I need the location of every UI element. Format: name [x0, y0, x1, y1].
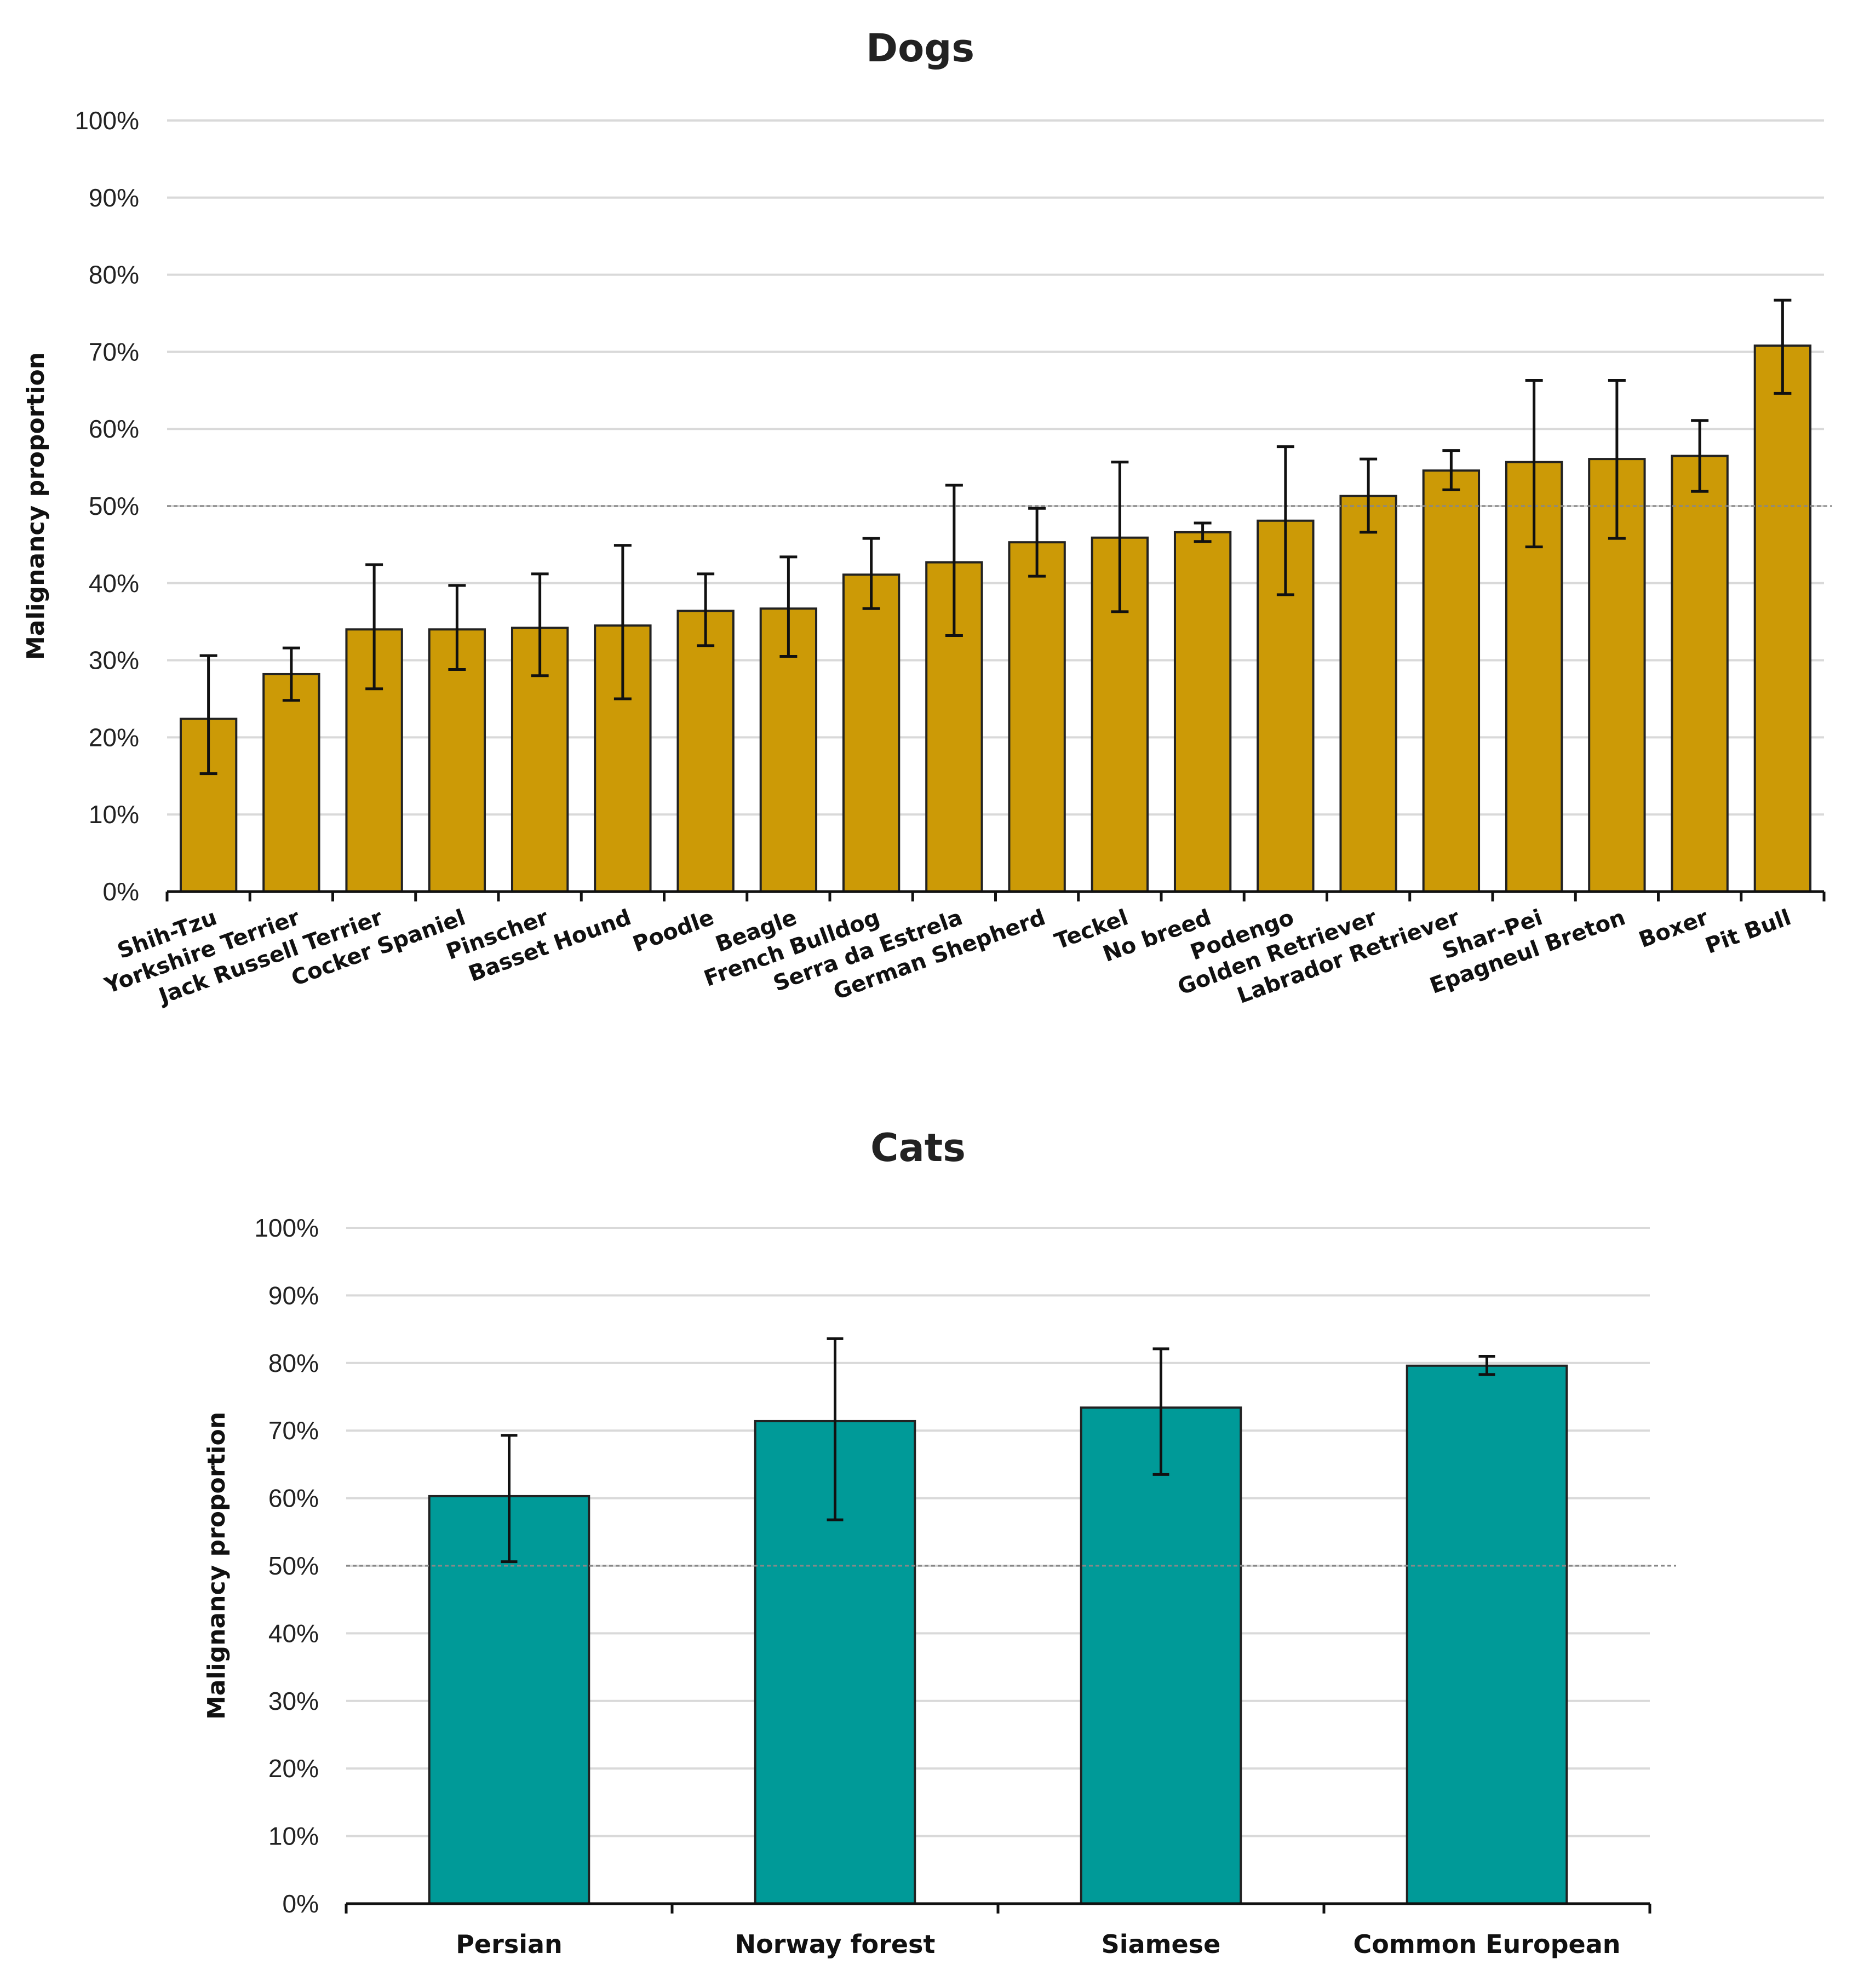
x-category-label: Norway forest — [735, 1929, 936, 1959]
y-tick-label: 10% — [268, 1822, 319, 1851]
error-bar — [1276, 445, 1294, 596]
y-tick-label: 40% — [268, 1619, 319, 1647]
error-bar — [697, 572, 715, 647]
bar-french-bulldog — [842, 573, 901, 893]
error-bar — [1691, 419, 1709, 493]
x-category-label: Pit Bull — [1702, 905, 1794, 959]
x-category-label: Boxer — [1636, 905, 1712, 953]
y-tick-label: 30% — [89, 646, 139, 675]
bar-labrador-retriever — [1422, 469, 1481, 893]
error-bar — [501, 1434, 518, 1564]
error-bar — [945, 484, 963, 637]
bar-shar-pei — [1505, 461, 1563, 893]
bar-poodle — [676, 610, 735, 893]
error-bar — [1774, 298, 1792, 395]
error-bar — [1194, 521, 1212, 543]
y-tick-label: 100% — [254, 1214, 319, 1242]
error-bar — [1608, 378, 1626, 540]
y-tick-label: 10% — [89, 800, 139, 829]
chart-title: Cats — [870, 1125, 966, 1170]
cats-chart-svg: Cats Malignancy proportion 0% 10% 20% 30% 40% 5… — [203, 1125, 1676, 1959]
x-category-label: Persian — [456, 1929, 563, 1959]
error-bar — [199, 654, 217, 775]
y-tick-label: 0% — [283, 1889, 319, 1918]
y-tick-label: 30% — [268, 1687, 319, 1715]
y-tick-label: 100% — [74, 106, 139, 135]
error-bar — [1360, 457, 1378, 534]
cats-chart: Cats Malignancy proportion 0% 10% 20% 30% 40% 5… — [0, 1101, 1864, 1988]
error-bar — [531, 572, 549, 677]
y-tick-label: 90% — [268, 1281, 319, 1309]
bar-pit-bull — [1753, 344, 1812, 893]
y-tick-label: 60% — [89, 415, 139, 443]
bar-no-breed — [1173, 531, 1232, 893]
x-category-label: Common European — [1353, 1929, 1621, 1959]
dogs-chart-svg: Dogs Malignancy proportion 0% 10% 20% 30% 40% 5… — [22, 26, 1832, 1010]
y-tick-label: 20% — [268, 1754, 319, 1783]
y-tick-label: 90% — [89, 183, 139, 212]
bar-siamese — [1080, 1406, 1242, 1905]
y-tick-label: 80% — [89, 261, 139, 289]
error-bar — [1111, 461, 1129, 613]
x-category-label: Poodle — [629, 905, 717, 957]
y-tick-label: 70% — [89, 337, 139, 366]
bar-golden-retriever — [1339, 495, 1397, 893]
y-tick-label: 80% — [268, 1349, 319, 1377]
error-bar — [1442, 449, 1460, 491]
x-category-label: Siamese — [1102, 1929, 1221, 1959]
bar-german-shepherd — [1008, 541, 1066, 893]
y-tick-label: 60% — [268, 1484, 319, 1513]
y-axis-label: Malignancy proportion — [22, 352, 50, 660]
y-tick-label: 50% — [268, 1552, 319, 1580]
bar-common-european — [1406, 1364, 1568, 1905]
error-bar — [1152, 1347, 1169, 1476]
error-bar — [282, 646, 300, 702]
y-tick-label: 40% — [89, 569, 139, 597]
bar-boxer — [1671, 455, 1729, 893]
chart-title: Dogs — [866, 26, 974, 71]
error-bar — [862, 537, 880, 610]
error-bar — [365, 563, 383, 691]
error-bar — [1028, 507, 1046, 578]
bar-yorkshire-terrier — [262, 673, 320, 893]
y-tick-label: 50% — [89, 492, 139, 520]
error-bar — [1478, 1354, 1495, 1376]
error-bar — [613, 544, 632, 700]
error-bar — [1525, 378, 1543, 549]
y-tick-label: 70% — [268, 1416, 319, 1445]
dogs-chart: Dogs Malignancy proportion 0% 10% 20% 30% 40% 5… — [22, 26, 1832, 1010]
y-tick-label: 20% — [89, 723, 139, 751]
y-axis-label: Malignancy proportion — [203, 1412, 231, 1720]
error-bar — [448, 584, 466, 671]
error-bar — [779, 555, 798, 658]
y-tick-label: 0% — [103, 877, 139, 906]
error-bar — [827, 1337, 844, 1521]
